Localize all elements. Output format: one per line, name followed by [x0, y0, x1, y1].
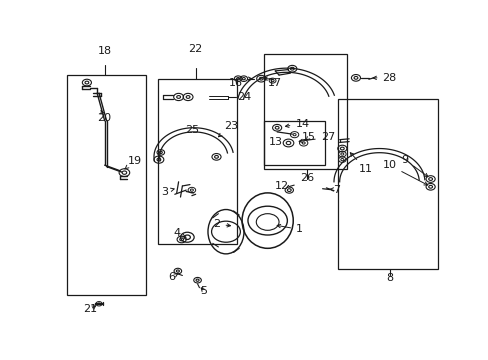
Text: 23: 23 — [218, 121, 238, 137]
Bar — [264, 121, 324, 165]
Text: 12: 12 — [274, 181, 288, 191]
Text: 19: 19 — [125, 156, 142, 169]
Text: 28: 28 — [372, 73, 396, 83]
Text: 17: 17 — [267, 78, 282, 89]
Bar — [337, 99, 437, 269]
Text: 14: 14 — [285, 118, 309, 129]
Text: 5: 5 — [200, 286, 207, 296]
Text: 21: 21 — [83, 304, 97, 314]
Text: 22: 22 — [188, 44, 203, 54]
Text: 8: 8 — [386, 273, 393, 283]
Text: 9: 9 — [401, 155, 427, 177]
Text: 27: 27 — [299, 132, 334, 143]
Bar — [158, 79, 237, 244]
Bar — [264, 54, 346, 169]
Bar — [67, 75, 146, 296]
Text: 18: 18 — [98, 46, 112, 56]
Text: 4: 4 — [173, 228, 186, 238]
Text: 16: 16 — [229, 78, 243, 89]
Text: 3: 3 — [161, 186, 174, 197]
Text: 15: 15 — [301, 132, 315, 143]
Text: 1: 1 — [277, 224, 303, 234]
Text: 11: 11 — [349, 153, 372, 174]
Text: 2: 2 — [213, 219, 230, 229]
Text: 24: 24 — [237, 92, 251, 102]
Text: 7: 7 — [329, 185, 340, 194]
Text: 6: 6 — [167, 273, 178, 283]
Text: 26: 26 — [299, 174, 313, 184]
Text: 20: 20 — [97, 110, 111, 123]
Text: 10: 10 — [382, 160, 427, 185]
Text: 13: 13 — [268, 136, 282, 147]
Text: 25: 25 — [184, 125, 199, 135]
